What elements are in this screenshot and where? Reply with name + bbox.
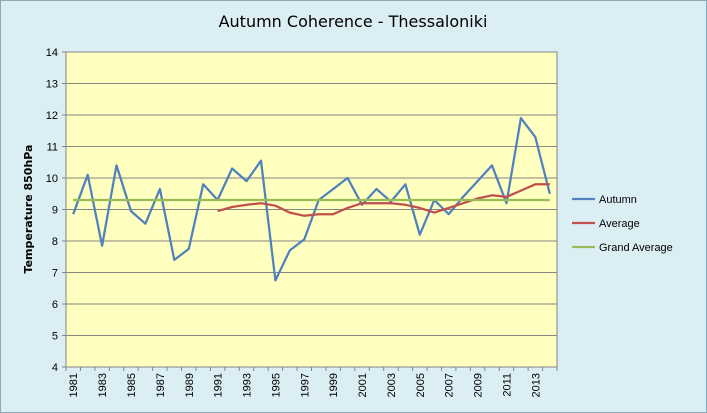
x-tick-label: 1995: [270, 373, 282, 397]
x-tick-label: 1993: [242, 373, 254, 397]
x-tick-label: 1983: [97, 373, 109, 397]
legend: Autumn Average Grand Average: [572, 194, 673, 254]
series-lines: [72, 116, 551, 282]
x-tick-label: 2009: [473, 373, 485, 397]
x-tick-label: 1985: [126, 373, 138, 397]
y-tick-label: 14: [46, 47, 58, 59]
chart-title: Autumn Coherence - Thessaloniki: [219, 12, 488, 31]
x-tick-label: 1989: [184, 373, 196, 397]
y-tick-label: 12: [46, 110, 58, 122]
y-tick-label: 5: [52, 331, 58, 343]
y-tick-label: 4: [52, 362, 58, 374]
y-tick-label: 10: [46, 173, 58, 185]
x-tick-label: 2013: [530, 373, 542, 397]
x-tick-label: 2011: [501, 373, 513, 397]
y-tick-label: 8: [52, 236, 58, 248]
x-tick-label: 1987: [155, 373, 167, 397]
y-tick-label: 6: [52, 299, 58, 311]
y-tick-label: 13: [46, 79, 58, 91]
grid-lines: [66, 51, 557, 336]
y-axis-ticks: 4 5 6 7 8 9 10 11 12 13 14: [46, 47, 66, 374]
x-tick-label: 2007: [444, 373, 456, 397]
series-line-average: [217, 183, 550, 217]
x-tick-label: 2005: [415, 373, 427, 397]
y-tick-label: 9: [52, 205, 58, 217]
x-axis-ticks: 1981 1983 1985 1987 1989 1991 1993 1995 1997 1999…: [65, 367, 558, 397]
x-tick-label: 2003: [386, 373, 398, 397]
x-tick-label: 1999: [328, 373, 340, 397]
x-tick-label: 1991: [213, 373, 225, 397]
legend-label-average: Average: [599, 218, 640, 230]
y-tick-label: 11: [47, 142, 58, 154]
y-axis-label: Temperature 850hPa: [22, 145, 35, 274]
legend-label-grand-average: Grand Average: [599, 242, 673, 254]
x-tick-label: 1981: [68, 373, 80, 397]
legend-label-autumn: Autumn: [599, 194, 637, 206]
series-line-autumn: [72, 116, 551, 282]
x-tick-label: 2001: [357, 373, 369, 397]
y-tick-label: 7: [52, 268, 58, 280]
x-tick-label: 1997: [299, 373, 311, 397]
